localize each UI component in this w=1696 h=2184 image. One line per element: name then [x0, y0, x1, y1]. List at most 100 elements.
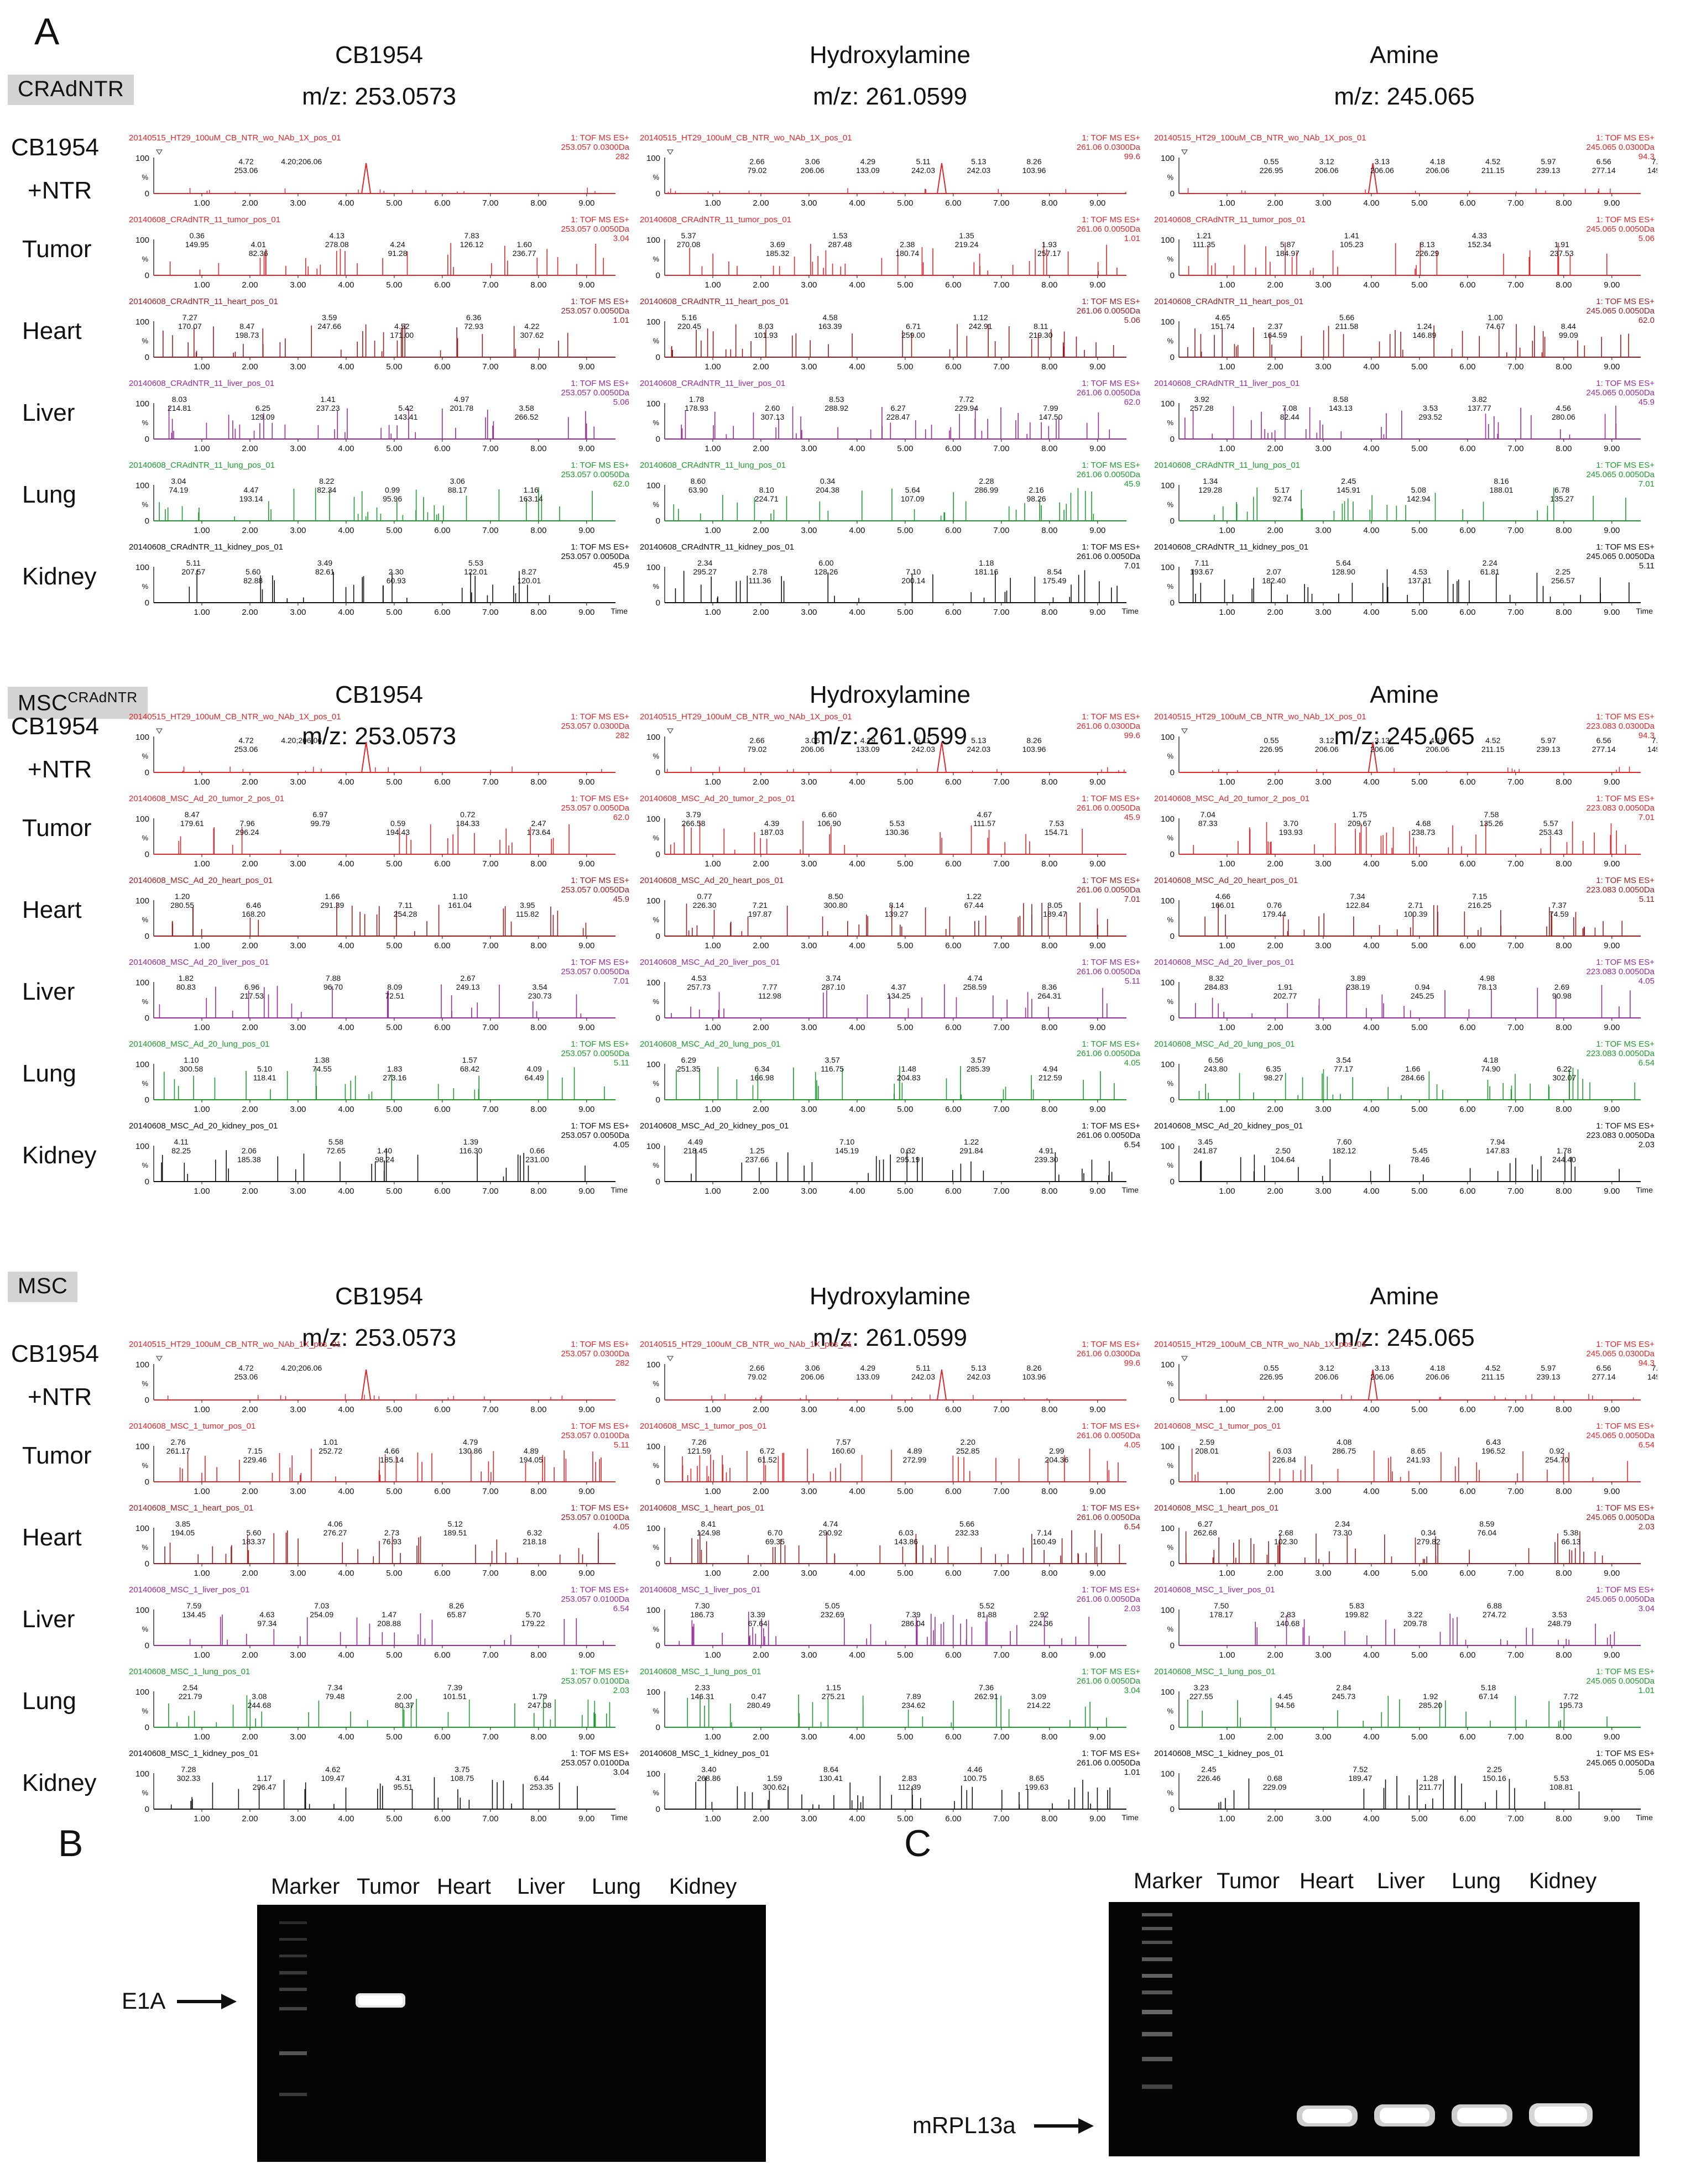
x-tick-label: 8.00	[530, 777, 546, 787]
x-tick-label: 6.00	[434, 1814, 450, 1824]
trace-instrument: 1: TOF MS ES+	[571, 958, 629, 967]
peak-label: 72.93	[464, 322, 483, 331]
x-tick-label: 3.00	[801, 1105, 817, 1114]
peak-label: 188.01	[1490, 485, 1514, 494]
peak-label: 133.09	[856, 745, 880, 754]
gel-c-band-label: mRPL13a	[912, 2112, 1016, 2138]
y-tick-0: 0	[656, 1641, 660, 1650]
column-mz: m/z: 261.0599	[813, 83, 967, 110]
peak-label: 244.40	[1552, 1155, 1576, 1164]
trace-mass-window: 245.065 0.0050Da	[1587, 470, 1655, 479]
time-label: Time	[610, 1813, 628, 1822]
x-tick-label: 1.00	[705, 1814, 721, 1824]
chromatogram-heart: 20140608_MSC_Ad_20_heart_pos_01 1: TOF MS…	[129, 876, 630, 950]
peak-label: 79.02	[747, 166, 766, 175]
peak-label: 77.17	[1334, 1064, 1353, 1073]
y-pct: %	[1167, 1625, 1173, 1633]
chromatogram-std: 20140515_HT29_100uM_CB_NTR_wo_NAb_1X_pos…	[640, 712, 1141, 787]
peak-label: 5.87	[1280, 240, 1295, 249]
peak-label: 277.14	[1592, 1372, 1616, 1381]
peak-label: 4.09	[527, 1064, 542, 1073]
peak-label: 198.73	[235, 331, 259, 339]
trace-intensity: 94.3	[1638, 731, 1655, 740]
peak-label: 253.43	[1539, 828, 1563, 837]
chromatogram-liver: 20140608_CRAdNTR_11_liver_pos_01 1: TOF M…	[129, 379, 630, 453]
time-label: Time	[1121, 1185, 1139, 1194]
peak-label: 307.13	[760, 412, 784, 421]
x-tick-label: 8.00	[1041, 1569, 1057, 1578]
x-tick-label: 6.00	[1459, 608, 1475, 617]
trace-intensity: 5.11	[1125, 976, 1140, 986]
trace-mass-window: 253.057 0.0100Da	[561, 1595, 630, 1604]
peak-label: 154.71	[1045, 828, 1068, 837]
x-tick-label: 9.00	[1089, 1105, 1105, 1114]
x-tick-label: 3.00	[801, 444, 817, 453]
peak-label: 226.46	[1197, 1774, 1220, 1783]
x-tick-label: 8.00	[530, 1487, 546, 1496]
x-tick-label: 1.00	[1219, 280, 1235, 290]
peak-label: 78.46	[1410, 1155, 1429, 1164]
peak-label: 7.03	[314, 1601, 329, 1610]
x-tick-label: 6.00	[434, 362, 450, 372]
peak-label: 0.66	[530, 1146, 545, 1155]
x-tick-label: 8.00	[1556, 526, 1572, 535]
y-tick-100: 100	[135, 563, 149, 572]
peak-label: 1.38	[315, 1056, 330, 1064]
peak-label: 206.06	[1426, 166, 1449, 175]
x-tick-label: 2.00	[753, 1732, 769, 1742]
time-label: Time	[610, 1185, 628, 1194]
x-tick-label: 2.00	[242, 1405, 258, 1414]
peak-label: 122.84	[1346, 901, 1370, 910]
trace-mass-window: 253.057 0.0100Da	[561, 1758, 630, 1768]
y-pct: %	[1167, 419, 1173, 427]
peak-label: 204.36	[1045, 1455, 1069, 1464]
peak-label: 4.39	[764, 819, 779, 828]
trace-filename: 20140608_MSC_Ad_20_heart_pos_01	[129, 876, 273, 885]
peak-label: 252.85	[956, 1446, 980, 1455]
x-tick-label: 2.00	[1267, 859, 1283, 869]
peak-label: 1.28	[1423, 1774, 1438, 1783]
peak-label: 4.52	[1485, 157, 1500, 166]
x-tick-label: 1.00	[1219, 1732, 1235, 1742]
peak-label: 287.10	[821, 983, 845, 991]
panel-letter-a: A	[34, 11, 60, 53]
x-tick-label: 5.00	[386, 1650, 402, 1660]
x-tick-label: 2.00	[242, 1023, 258, 1032]
x-tick-label: 5.00	[386, 362, 402, 372]
x-tick-label: 7.00	[993, 198, 1009, 208]
row-label-std: +NTR	[28, 756, 92, 783]
x-tick-label: 5.00	[1411, 777, 1427, 787]
x-tick-label: 3.00	[290, 859, 306, 869]
trace-intensity: 62.0	[613, 813, 629, 822]
x-tick-label: 6.00	[945, 1187, 961, 1196]
peak-label: 7.58	[1484, 810, 1499, 819]
x-tick-label: 5.00	[1411, 198, 1427, 208]
trace-mass-window: 253.057 0.0050Da	[561, 967, 630, 976]
trace-filename: 20140608_MSC_1_liver_pos_01	[129, 1585, 250, 1595]
peak-label: 2.33	[695, 1683, 710, 1692]
y-tick-0: 0	[145, 1641, 149, 1650]
peak-label: 175.49	[1043, 576, 1067, 585]
x-tick-label: 3.00	[290, 1732, 306, 1742]
peak-label: 4.98	[1480, 974, 1495, 983]
peak-label: 115.82	[516, 910, 539, 918]
peak-label: 2.66	[749, 157, 764, 166]
column-title: Amine	[1370, 1283, 1439, 1310]
trace-instrument: 1: TOF MS ES+	[1596, 876, 1655, 885]
peak-label: 193.67	[1190, 567, 1214, 576]
x-tick-label: 5.00	[897, 526, 913, 535]
x-tick-label: 7.00	[482, 777, 498, 787]
x-tick-label: 3.00	[1315, 444, 1331, 453]
x-tick-label: 7.00	[482, 1023, 498, 1032]
peak-label: 74.55	[312, 1064, 332, 1073]
x-tick-label: 1.00	[705, 1405, 721, 1414]
x-tick-label: 6.00	[434, 608, 450, 617]
peak-label: 220.45	[677, 322, 701, 331]
y-tick-100: 100	[646, 1606, 660, 1615]
trace-intensity: 2.03	[1638, 1522, 1655, 1532]
trace-intensity: 7.01	[1124, 561, 1140, 571]
peak-label: 4.53	[1412, 567, 1427, 576]
trace-intensity: 2.03	[1124, 1604, 1140, 1613]
marker-icon	[1181, 149, 1188, 155]
x-tick-label: 9.00	[1604, 1105, 1620, 1114]
